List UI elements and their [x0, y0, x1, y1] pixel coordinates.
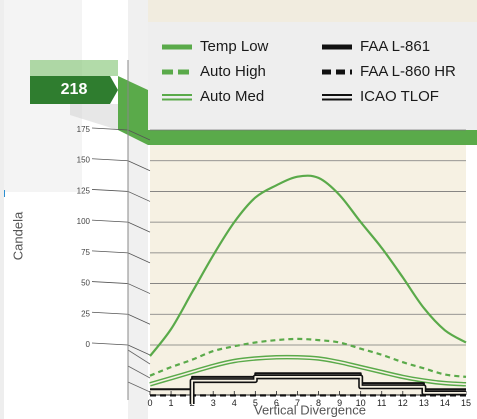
y-tick-perspective	[127, 191, 151, 202]
legend-item-temp-low: Temp Low	[162, 36, 268, 56]
legend-swatch-temp-low	[162, 40, 192, 52]
series-auto-high-line	[149, 337, 467, 378]
x-tick-label: 6	[274, 398, 279, 408]
legend-label-icao-tlof: ICAO TLOF	[360, 87, 439, 105]
x-tick-label: 13	[419, 398, 429, 408]
perspective-line	[127, 365, 151, 379]
legend-item-icao-tlof: ICAO TLOF	[322, 86, 439, 106]
y-axis-label: Candela	[10, 211, 26, 261]
series-icao-tlof-inner	[191, 375, 466, 404]
badge-shadow	[70, 104, 118, 130]
badge-shape	[30, 76, 118, 104]
legend-item-faa-l860hr: FAA L-860 HR	[322, 61, 456, 81]
y-tick-label: 75	[81, 248, 90, 257]
x-tick-label: 5	[253, 398, 258, 408]
y-tick-perspective	[127, 344, 151, 356]
y-tick-label: 125	[77, 186, 91, 195]
x-tick-label: 0	[147, 398, 152, 408]
legend-item-faa-l861: FAA L-861	[322, 36, 430, 56]
legend-label-temp-low: Temp Low	[200, 37, 269, 55]
y-tick-label: 175	[77, 125, 91, 134]
x-tick-label: 15	[461, 398, 471, 408]
value-badge: 218	[60, 81, 88, 98]
legend-swatch-icao-tlof	[322, 90, 352, 102]
chart-legend: Temp Low Auto High Auto Med FAA L-861 FA…	[162, 36, 462, 116]
x-tick-label: 3	[211, 398, 216, 408]
legend-item-auto-high: Auto High	[162, 61, 266, 81]
ribbon-fold	[118, 76, 148, 145]
y-tick-perspective	[127, 221, 151, 233]
legend-swatch-faa-l860hr	[322, 65, 352, 77]
y-tick-perspective	[127, 129, 151, 141]
legend-label-auto-med: Auto Med	[200, 87, 265, 105]
top-panel-bg	[128, 0, 477, 22]
x-axis-label: Vertical Divergence	[254, 402, 366, 418]
y-tick-label: 150	[77, 156, 91, 165]
y-tick-perspective	[127, 252, 151, 264]
y-tick-mark	[91, 281, 129, 284]
ribbon-band	[148, 130, 477, 145]
legend-swatch-auto-high	[162, 65, 192, 77]
perspective-line	[127, 349, 151, 365]
perspective-line	[127, 381, 151, 393]
x-tick-label: 10	[356, 398, 366, 408]
y-tick-mark	[91, 250, 129, 254]
y-tick-mark	[91, 189, 129, 192]
badge-highlight	[30, 60, 118, 76]
series-layer	[149, 174, 467, 404]
left-edge-bg	[0, 0, 4, 419]
y-tick-perspective	[127, 313, 151, 325]
x-tick-label: 7	[295, 398, 300, 408]
y-tick-label: 0	[86, 340, 91, 349]
y-tick-mark	[91, 158, 129, 162]
legend-label-faa-l861: FAA L-861	[360, 37, 431, 55]
series-auto-med-inner	[149, 356, 467, 386]
series-temp-low-line	[149, 174, 467, 357]
y-tick-mark	[91, 127, 129, 131]
y-tick-mark	[91, 311, 129, 315]
legend-label-faa-l860hr: FAA L-860 HR	[360, 62, 456, 80]
x-tick-label: 12	[398, 398, 408, 408]
x-tick-label: 1	[169, 398, 174, 408]
legend-panel-bg	[148, 22, 477, 130]
y-tick-mark	[91, 219, 129, 223]
y-tick-perspective	[127, 160, 151, 172]
y-tick-label: 50	[81, 279, 90, 288]
legend-label-auto-high: Auto High	[200, 62, 266, 80]
y-tick-label: 25	[81, 309, 90, 318]
legend-swatch-faa-l861	[322, 40, 352, 52]
legend-item-auto-med: Auto Med	[162, 86, 264, 106]
x-tick-label: 4	[232, 398, 237, 408]
plot-background	[150, 145, 466, 395]
x-tick-label: 11	[377, 398, 386, 408]
y-tick-label: 100	[77, 217, 91, 226]
y-tick-mark	[91, 342, 129, 346]
legend-swatch-auto-med	[162, 90, 192, 102]
x-tick-label: 8	[316, 398, 321, 408]
x-tick-label: 14	[440, 398, 450, 408]
x-tick-label: 9	[337, 398, 342, 408]
y-tick-perspective	[127, 283, 151, 294]
